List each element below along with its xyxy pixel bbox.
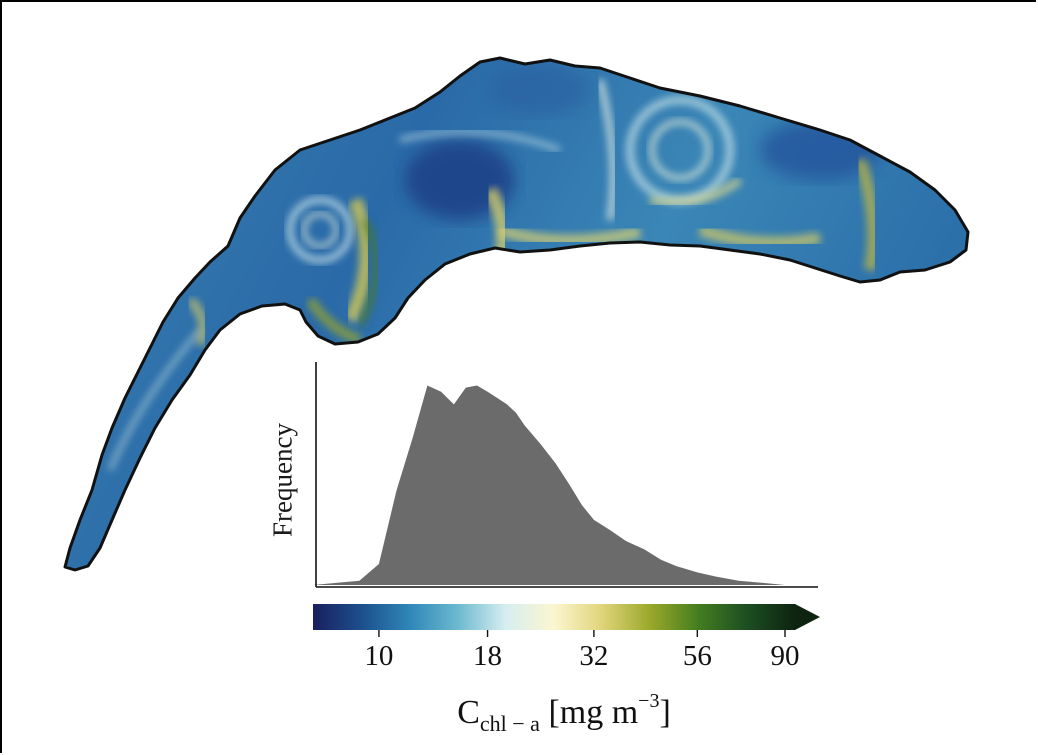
colorbar-gradient bbox=[313, 604, 795, 630]
lake-shoreline bbox=[63, 56, 970, 572]
histogram-y-label: Frequency bbox=[267, 423, 298, 537]
colorbar-label: Cchl − a [mg m−3] bbox=[457, 690, 671, 737]
colorbar-extend-arrow bbox=[795, 604, 820, 630]
colorbar-tick-label: 32 bbox=[579, 640, 609, 672]
colorbar-tick-label: 56 bbox=[682, 640, 712, 672]
lake-surface bbox=[65, 58, 968, 570]
inset-histogram bbox=[313, 362, 818, 588]
colorbar-label-unit: [mg m bbox=[539, 694, 639, 731]
colorbar-label-close: ] bbox=[659, 694, 671, 731]
lake-map bbox=[63, 56, 970, 572]
colorbar bbox=[313, 604, 820, 637]
colorbar-ticks bbox=[378, 630, 786, 637]
colorbar-tick-label: 10 bbox=[364, 640, 394, 672]
colorbar-label-subscript: chl − a bbox=[479, 711, 540, 736]
colorbar-label-exponent: −3 bbox=[638, 690, 660, 712]
colorbar-label-main: C bbox=[457, 694, 480, 731]
chlorophyll-patterns bbox=[107, 65, 880, 471]
colorbar-tick-label: 18 bbox=[473, 640, 503, 672]
histogram-bars bbox=[313, 385, 785, 585]
colorbar-tick-label: 90 bbox=[770, 640, 800, 672]
